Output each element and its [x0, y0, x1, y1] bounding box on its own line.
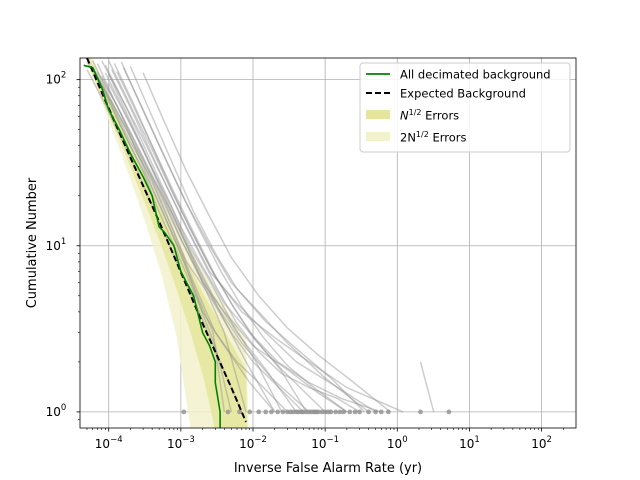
zero-count-marker-28 — [341, 409, 346, 415]
realization-line-4 — [101, 60, 377, 413]
realization-line-19 — [142, 72, 391, 413]
plot-frame — [79, 57, 577, 429]
realization-line-10 — [92, 67, 233, 413]
legend-label-all-decimated: All decimated background — [400, 68, 551, 82]
legend-swatch-err2 — [366, 132, 390, 141]
realization-line-7 — [108, 60, 404, 413]
main-lines — [83, 58, 247, 428]
legend-swatch-err1 — [366, 110, 390, 119]
realization-line-16 — [104, 64, 382, 413]
zero-count-marker-26 — [333, 409, 339, 415]
zero-count-marker-2 — [237, 409, 242, 415]
zero-count-marker-30 — [352, 409, 358, 415]
data-layer — [83, 58, 452, 428]
zero-count-marker-6 — [269, 409, 274, 415]
zero-count-marker-5 — [263, 409, 269, 415]
realization-line-11 — [120, 61, 370, 413]
x-tick-label-4: 100 — [387, 435, 408, 451]
axes: 10−4 10−3 10−2 10−1 100 101 102 100 101 102 — [46, 71, 564, 451]
x-tick-label-0: 10−4 — [95, 435, 123, 451]
legend-label-err1: N1/2 Errors — [400, 108, 459, 123]
zero-count-marker-25 — [328, 409, 334, 415]
realization-line-17 — [116, 71, 308, 413]
realization-line-5 — [104, 72, 276, 413]
realization-line-2 — [96, 63, 348, 413]
zero-count-marker-1 — [225, 409, 231, 415]
y-tick-label-0: 100 — [46, 403, 67, 419]
zero-count-marker-37 — [446, 409, 452, 415]
all-decimated-background-line — [83, 64, 221, 428]
zero-count-marker-33 — [373, 409, 378, 415]
realization-line-21 — [108, 83, 283, 413]
zero-count-marker-7 — [275, 409, 281, 415]
realization-line-0 — [92, 60, 288, 413]
x-tick-label-5: 101 — [459, 435, 480, 451]
realization-line-18 — [96, 79, 226, 413]
zero-count-marker-35 — [385, 409, 391, 415]
zero-count-marker-8 — [280, 409, 286, 415]
realization-line-9 — [113, 63, 326, 413]
realization-line-22 — [419, 361, 435, 413]
zero-count-marker-0 — [181, 409, 187, 415]
y-axis-label: Cumulative Number — [25, 177, 40, 308]
x-tick-label-6: 102 — [531, 435, 552, 451]
realization-line-14 — [108, 73, 247, 413]
zero-count-marker-27 — [337, 409, 343, 415]
zero-count-markers — [181, 409, 452, 415]
realization-line-12 — [101, 75, 310, 413]
y-tick-label-1: 101 — [46, 237, 67, 253]
zero-count-marker-3 — [247, 409, 253, 415]
zero-count-marker-11 — [290, 409, 296, 415]
zero-count-marker-22 — [319, 409, 325, 415]
realization-line-20 — [122, 67, 348, 413]
background-realizations — [86, 60, 435, 413]
legend-label-expected: Expected Background — [400, 87, 526, 101]
x-tick-label-2: 10−2 — [239, 435, 267, 451]
realization-line-1 — [86, 61, 276, 413]
zero-count-marker-34 — [378, 409, 384, 415]
x-tick-label-3: 10−1 — [311, 435, 339, 451]
legend-label-err2: 2N1/2 Errors — [400, 130, 466, 145]
realization-line-3 — [92, 66, 304, 413]
realization-line-15 — [111, 69, 360, 413]
realization-line-8 — [96, 71, 298, 413]
zero-count-marker-21 — [315, 409, 321, 415]
y-tick-label-2: 102 — [46, 71, 67, 87]
legend-frame — [359, 62, 571, 153]
zero-count-marker-31 — [357, 409, 362, 415]
zero-count-marker-4 — [256, 409, 262, 415]
realization-line-6 — [86, 69, 243, 413]
zero-count-marker-29 — [347, 409, 353, 415]
x-axis-label: Inverse False Alarm Rate (yr) — [234, 461, 422, 476]
zero-count-marker-36 — [418, 409, 423, 415]
realization-line-13 — [129, 66, 365, 413]
zero-count-marker-32 — [366, 409, 371, 415]
legend: All decimated background Expected Backgr… — [359, 62, 571, 153]
x-tick-label-1: 10−3 — [167, 435, 195, 451]
